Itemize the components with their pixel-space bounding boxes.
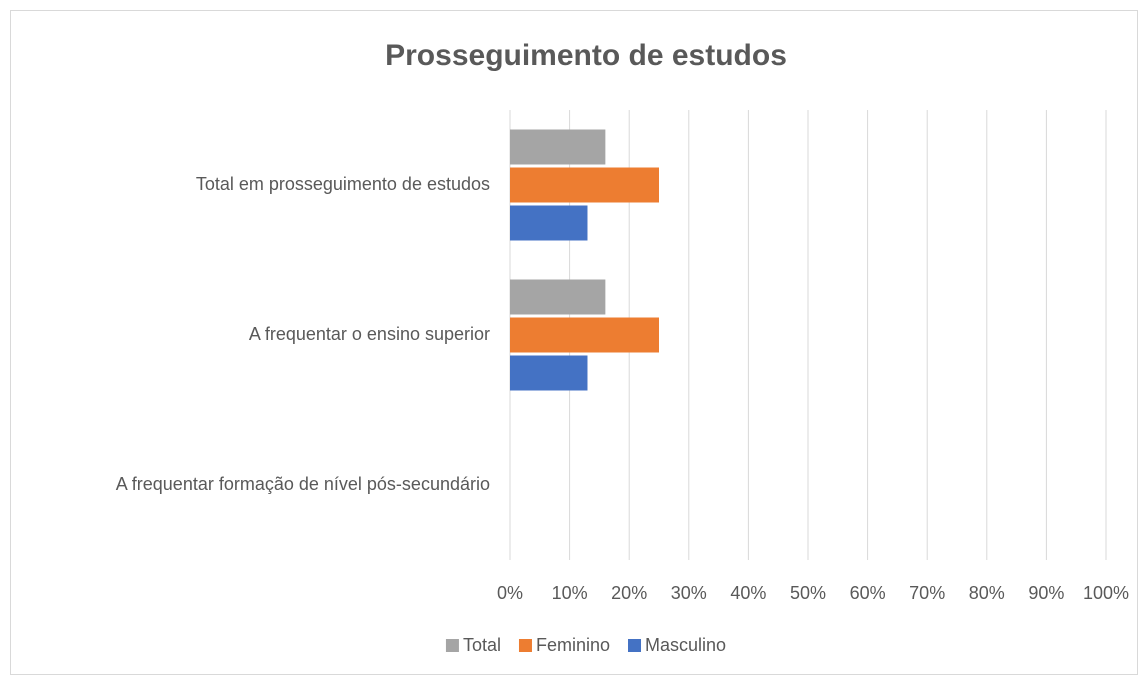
legend-item: Total <box>445 635 501 655</box>
chart-title: Prosseguimento de estudos <box>385 39 787 72</box>
x-tick-label: 90% <box>1028 583 1064 603</box>
x-tick-label: 60% <box>850 583 886 603</box>
bar <box>510 205 588 241</box>
bar <box>510 279 606 315</box>
bar <box>510 355 588 391</box>
legend-label: Feminino <box>536 635 610 655</box>
x-tick-label: 20% <box>611 583 647 603</box>
y-tick-label: A frequentar formação de nível pós-secun… <box>116 474 490 494</box>
x-tick-label: 0% <box>497 583 523 603</box>
legend-item: Masculino <box>628 635 726 655</box>
x-tick-label: 100% <box>1083 583 1129 603</box>
x-tick-label: 30% <box>671 583 707 603</box>
x-tick-label: 80% <box>969 583 1005 603</box>
x-tick-label: 10% <box>552 583 588 603</box>
x-tick-label: 70% <box>909 583 945 603</box>
bar <box>510 129 606 165</box>
bar <box>510 317 659 353</box>
legend-swatch <box>445 639 459 652</box>
y-tick-label: Total em prosseguimento de estudos <box>196 174 490 194</box>
legend-item: Feminino <box>518 635 610 655</box>
legend-label: Masculino <box>645 635 726 655</box>
y-tick-label: A frequentar o ensino superior <box>249 324 490 344</box>
x-tick-label: 50% <box>790 583 826 603</box>
legend-label: Total <box>463 635 501 655</box>
x-tick-label: 40% <box>730 583 766 603</box>
bar <box>510 167 659 203</box>
legend-swatch <box>518 639 532 652</box>
legend-swatch <box>628 639 642 652</box>
